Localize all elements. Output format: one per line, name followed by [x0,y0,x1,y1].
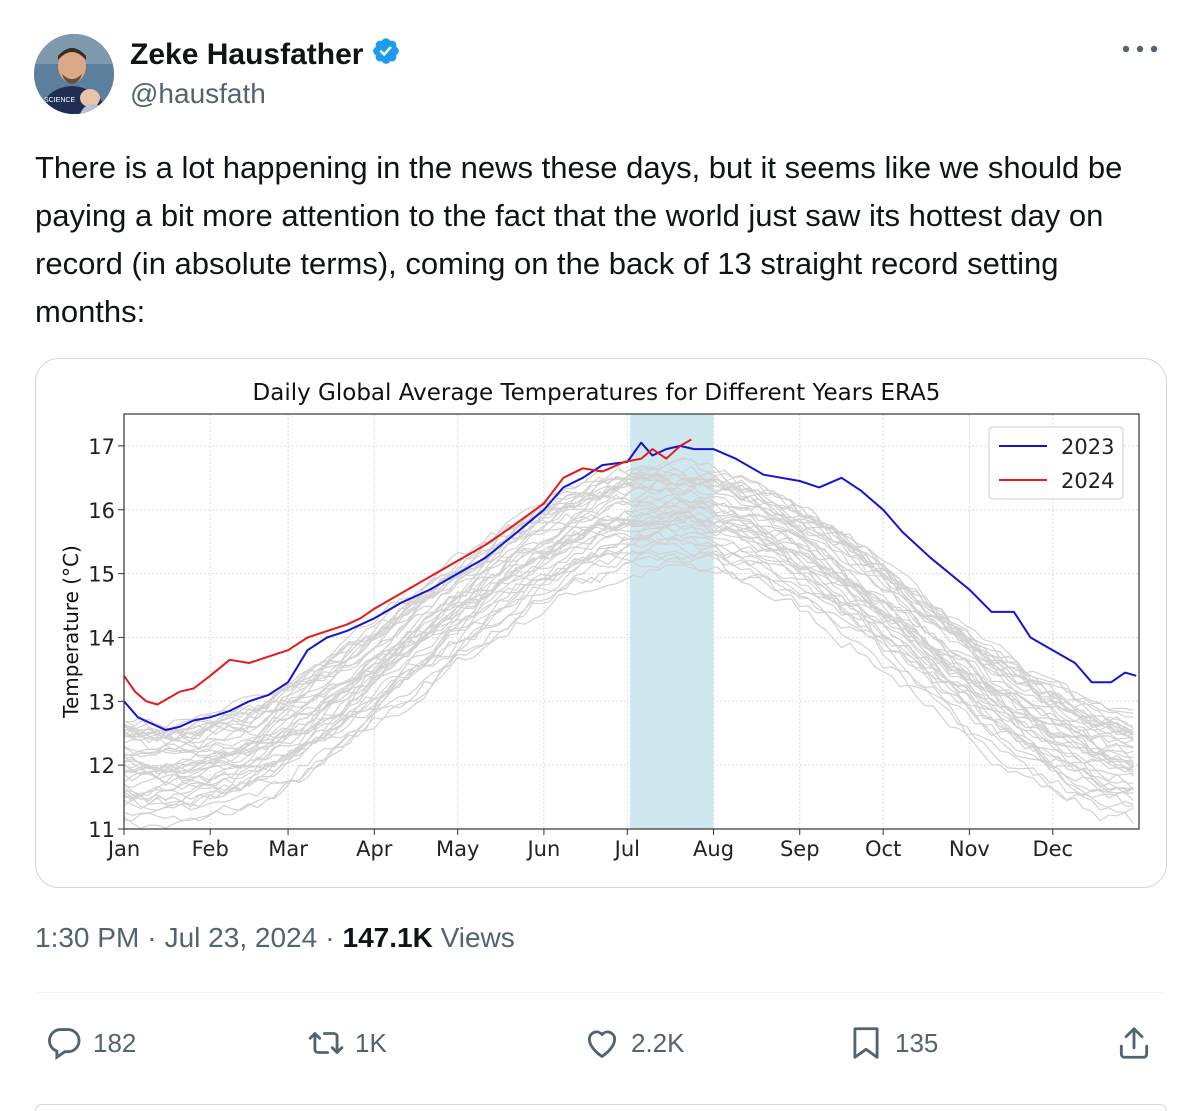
meta-separator-2: · [325,922,335,953]
historical-year-line [123,551,1134,822]
legend-label-2024: 2024 [1061,469,1114,493]
tweet-meta: 1:30 PM · Jul 23, 2024 · 147.1K Views [35,922,515,954]
author-name[interactable]: Zeke Hausfather [130,38,364,71]
series-line-2023 [123,441,1137,731]
legend: 2023 2024 [988,426,1124,500]
bookmark-icon [853,1027,879,1059]
tweet-time[interactable]: 1:30 PM [35,922,140,953]
y-tick-label: 17 [88,435,115,459]
historical-year-line [123,472,1134,741]
chart-image-card[interactable]: 11 12 13 14 15 16 17 Jan Feb Mar Apr May Jun Jul Aug Se… [35,358,1167,888]
x-tick-label: Jan [106,837,140,861]
like-count: 2.2K [631,1027,685,1058]
historical-year-line [124,472,1134,735]
share-button[interactable] [1115,1018,1153,1068]
reply-button[interactable]: 182 [45,1018,136,1068]
x-tick-label: Mar [268,837,308,861]
action-bar: 182 1K 2.2K 135 [35,1018,1165,1068]
heart-icon [587,1030,617,1058]
x-tick-label: Apr [356,837,393,861]
divider [35,992,1165,993]
plot-frame [123,413,1140,830]
historical-year-line [123,522,1134,789]
historical-year-line [123,473,1134,744]
historical-year-line [123,456,1134,731]
more-options-icon[interactable] [1114,34,1166,64]
historical-year-line [123,506,1134,775]
historical-year-line [123,503,1134,775]
x-tick-label: Jul [613,837,640,861]
x-tick-label: Nov [949,837,990,861]
bookmark-count: 135 [895,1027,939,1058]
legend-label-2023: 2023 [1061,435,1114,459]
reply-count: 182 [93,1027,137,1058]
series-line-2024 [123,438,692,706]
x-tick-label: Feb [192,837,229,861]
x-tick-label: Oct [865,837,901,861]
x-tick-label: Jun [525,837,560,861]
author-name-row: Zeke Hausfather [130,36,401,74]
avatar[interactable]: SCIENCE [34,34,114,114]
repost-button[interactable]: 1K [307,1018,387,1068]
meta-separator: · [147,922,157,953]
like-button[interactable]: 2.2K [583,1018,685,1068]
x-tick-label: Aug [693,837,734,861]
y-tick-label: 16 [88,499,115,523]
y-tick-label: 11 [88,818,115,842]
avatar-photo: SCIENCE [34,34,114,114]
historical-year-line [123,501,1134,773]
historical-year-line [123,510,1134,787]
y-tick-label: 13 [88,690,115,714]
share-icon [1119,1027,1149,1059]
tweet-text: There is a lot happening in the news the… [35,150,1123,329]
x-tick-label: May [436,837,479,861]
chart-title: Daily Global Average Temperatures for Di… [253,380,941,406]
historical-year-line [123,535,1134,811]
historical-year-line [123,509,1134,778]
views-count: 147.1K [342,922,433,953]
tweet-date[interactable]: Jul 23, 2024 [164,922,318,953]
svg-text:SCIENCE: SCIENCE [44,97,75,104]
x-tick-label: Sep [780,837,820,861]
y-axis-label: Temperature (°C) [59,545,83,719]
author-handle[interactable]: @hausfath [130,78,266,109]
repost-count: 1K [355,1027,387,1058]
historical-year-line [123,530,1134,802]
x-tick-label: Dec [1032,837,1073,861]
y-tick-label: 15 [88,563,115,587]
views-label: Views [440,922,515,953]
temperature-chart: 11 12 13 14 15 16 17 Jan Feb Mar Apr May Jun Jul Aug Se… [59,380,1140,861]
historical-years-series [123,456,1134,830]
historical-year-line [123,486,1134,758]
reply-icon [48,1028,81,1060]
y-tick-label: 14 [88,626,115,650]
y-tick-label: 12 [88,754,115,778]
views[interactable]: 147.1K Views [343,922,515,954]
repost-icon [308,1032,344,1054]
bookmark-button[interactable]: 135 [847,1018,938,1068]
historical-year-line [123,515,1134,775]
verified-badge-icon [371,36,401,74]
historical-year-line [123,475,1134,740]
